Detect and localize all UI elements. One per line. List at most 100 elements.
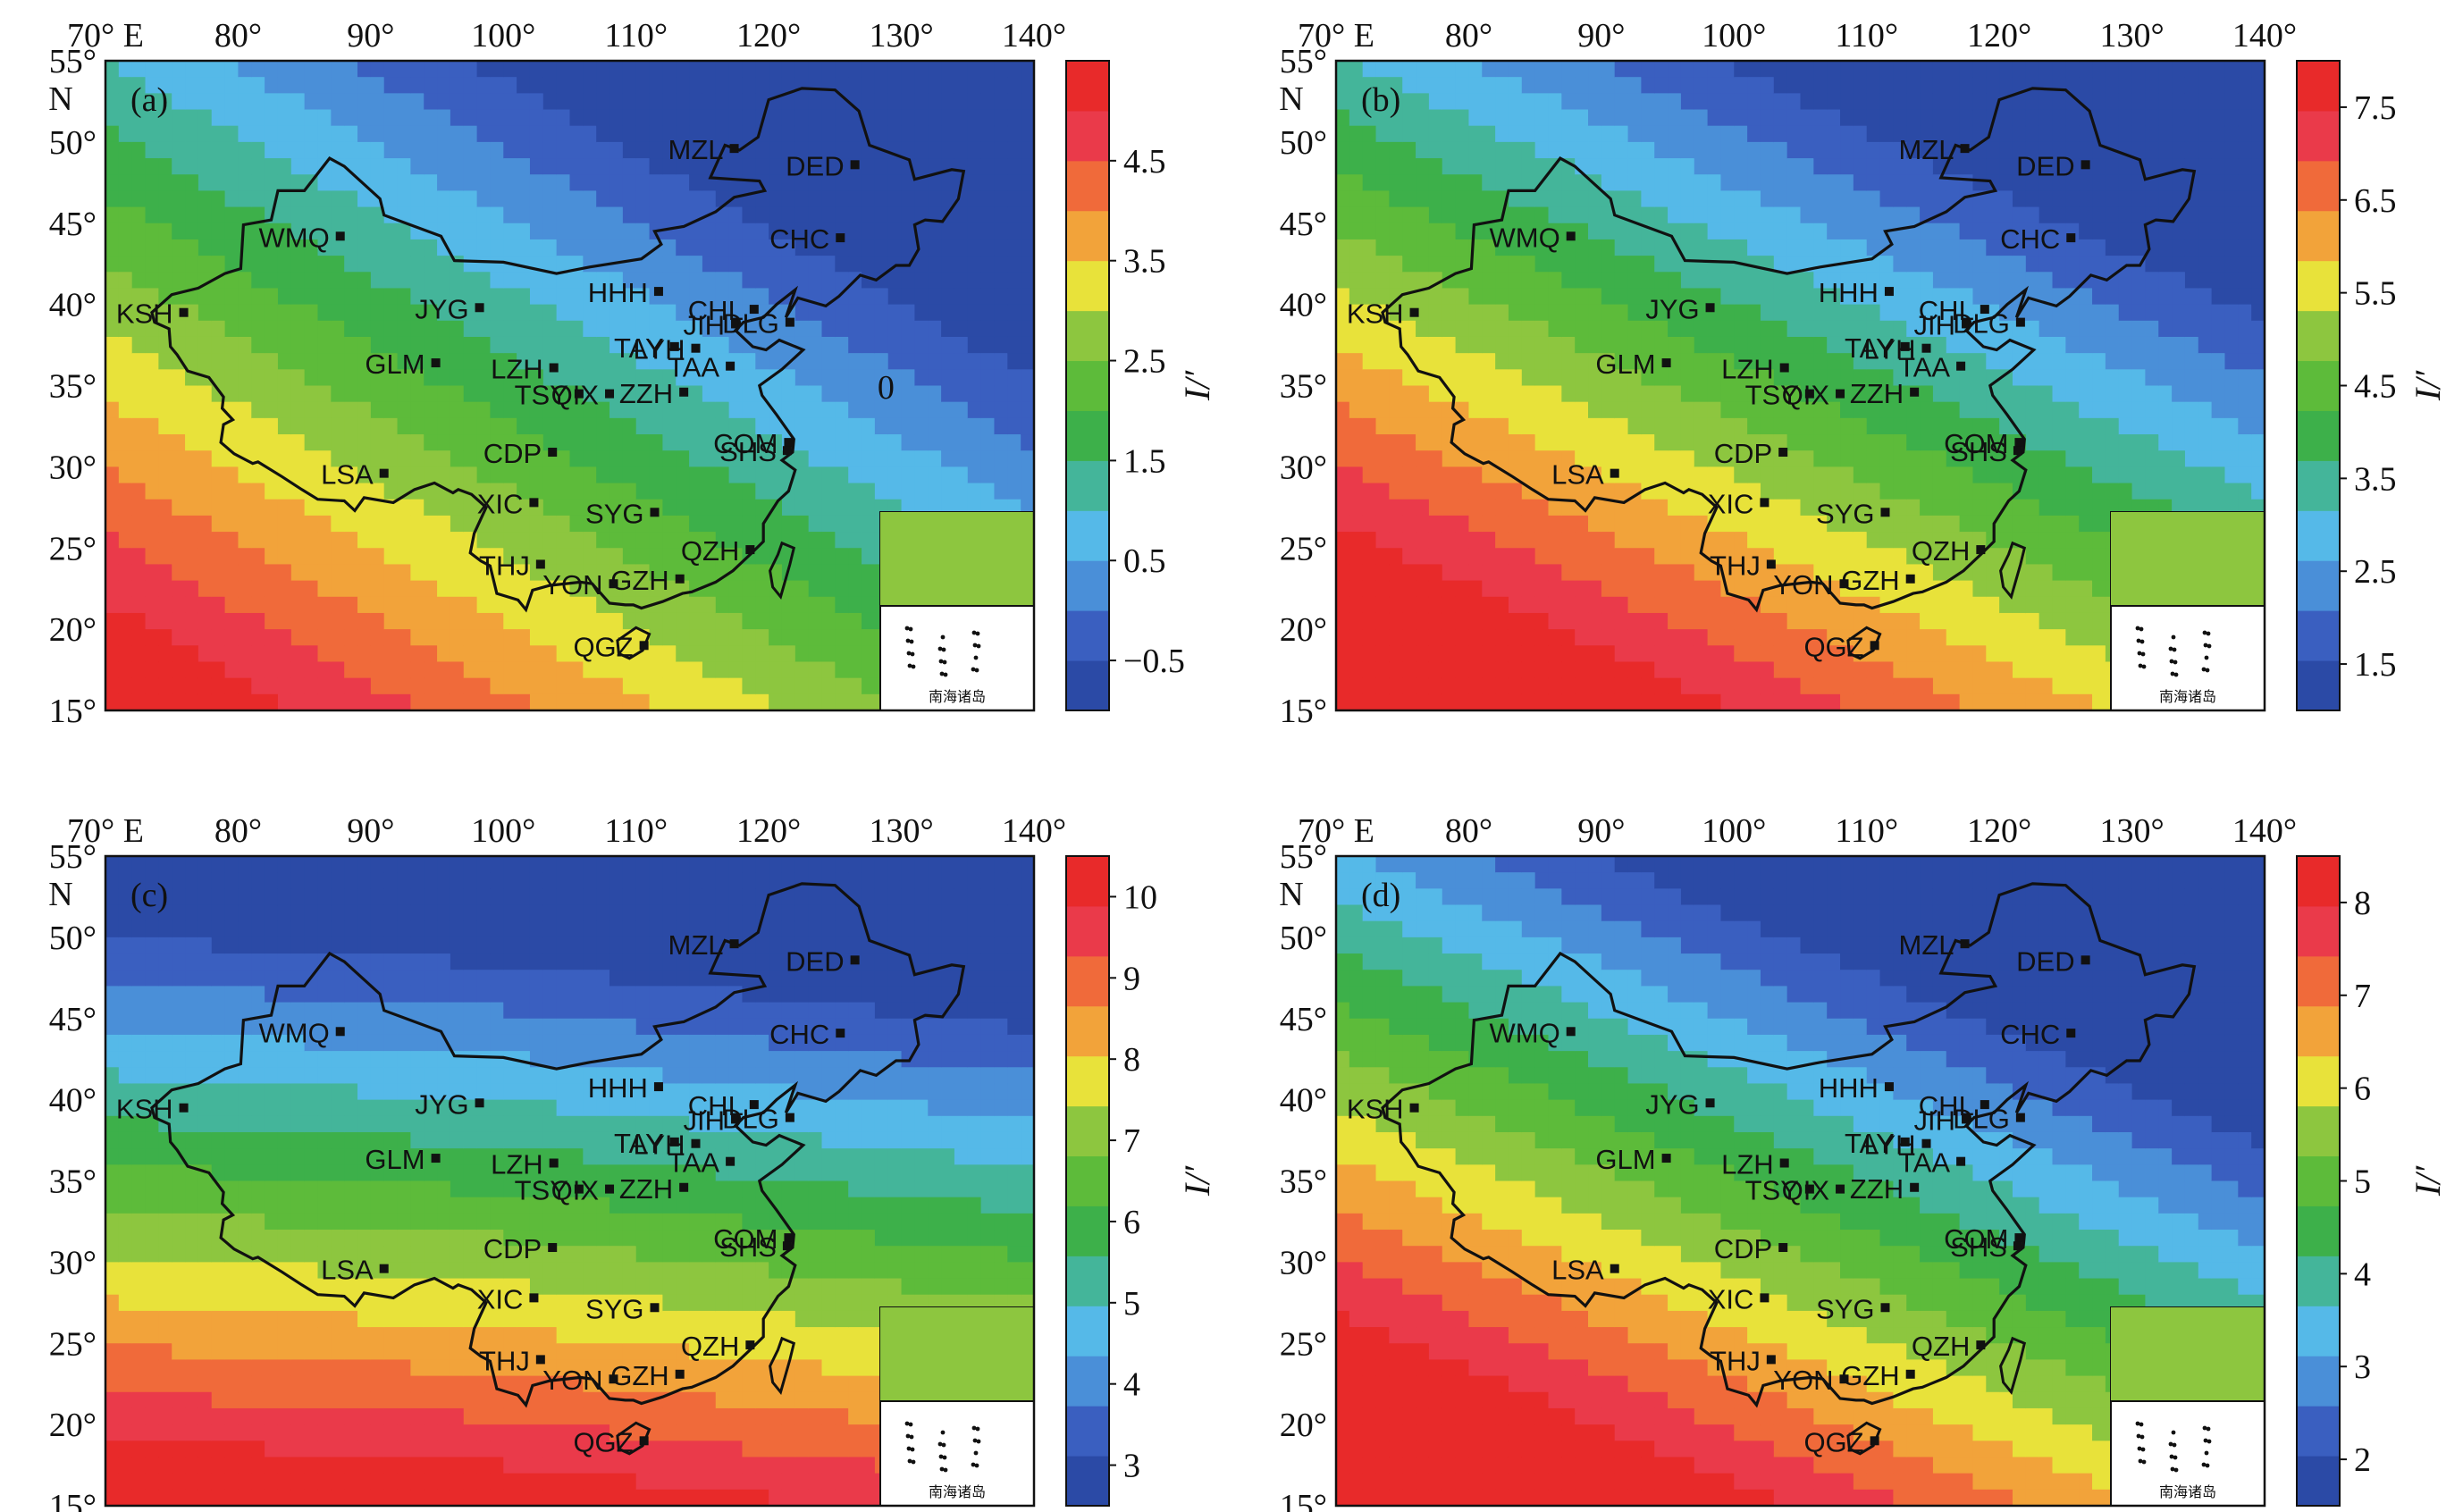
station-label: DLG xyxy=(722,308,779,340)
station-label: LZH xyxy=(491,1149,543,1180)
station-marker xyxy=(731,319,741,329)
station-marker xyxy=(784,438,794,448)
station-marker xyxy=(1900,1137,1910,1147)
station-marker xyxy=(379,1264,389,1273)
station-marker xyxy=(653,1082,663,1092)
station-marker xyxy=(1839,1374,1849,1384)
lat-tick-label: 30° xyxy=(1280,1244,1327,1281)
colorbar-tick-label: 5 xyxy=(2354,1163,2371,1201)
lon-tick-label: 140° xyxy=(1002,17,1066,55)
colorbar: 10 9 8 7 6 5 4 3 I/′ xyxy=(1065,855,1217,1507)
station-marker xyxy=(1976,545,1986,555)
station-label: KSH xyxy=(116,298,173,330)
station-marker xyxy=(1956,1156,1966,1166)
station-label: MZL xyxy=(1899,929,1954,961)
lat-tick-label: 15° xyxy=(1280,1488,1327,1512)
station-label: TAY xyxy=(1845,1128,1895,1159)
station-marker xyxy=(679,387,689,397)
station-label: SHS xyxy=(1950,1231,2007,1263)
station-marker xyxy=(179,307,189,317)
station-label: JYG xyxy=(415,1088,468,1120)
station-label: DLG xyxy=(722,1104,779,1135)
lon-tick-label: 130° xyxy=(869,812,933,850)
colorbar-tick-label: −0.5 xyxy=(1123,643,1185,680)
station-label: TAY xyxy=(614,1128,664,1159)
station-label: XIC xyxy=(477,488,524,519)
station-marker xyxy=(431,1154,441,1163)
station-marker xyxy=(1976,1340,1986,1350)
station-label: MZL xyxy=(668,134,724,165)
station-label: QGZ xyxy=(1803,631,1863,662)
station-label: QZH xyxy=(1912,535,1970,567)
station-marker xyxy=(431,358,441,368)
station-marker xyxy=(691,1138,701,1148)
lon-tick-label: 100° xyxy=(1702,812,1766,850)
station-label: QIX xyxy=(1782,1175,1830,1206)
station-marker xyxy=(1905,1369,1915,1379)
colorbar-title: I/′ xyxy=(2408,370,2448,401)
station-marker xyxy=(1766,559,1776,569)
lon-tick-label: 130° xyxy=(2099,812,2164,850)
station-label: TAA xyxy=(1898,352,1950,383)
station-label: SYG xyxy=(1816,498,1874,529)
station-label: XIC xyxy=(1708,488,1754,519)
colorbar-tick-label: 8 xyxy=(2354,885,2371,922)
lon-tick-label: 70° E xyxy=(67,17,144,55)
taiwan-outline xyxy=(1999,541,2027,600)
station-marker xyxy=(1409,307,1419,317)
station-marker xyxy=(1760,498,1769,508)
lat-tick-label: 40° xyxy=(49,287,97,324)
station-marker xyxy=(639,641,649,651)
lat-tick-label: 25° xyxy=(49,530,97,567)
station-marker xyxy=(1910,1182,1920,1192)
map-panel-4: 南海诸岛 70° E 80° 90° 100° 110° 120° 130° 140° 55° 50… xyxy=(1279,812,2448,1512)
station-label: COM xyxy=(713,1223,778,1255)
station-marker xyxy=(475,1098,484,1108)
station-label: COM xyxy=(1944,1223,2008,1255)
station-label: QGZ xyxy=(573,1426,633,1457)
lat-tick-label: 50° xyxy=(1280,920,1327,957)
station-label: LYH xyxy=(633,334,685,365)
colorbar-tick-label: 4 xyxy=(2354,1256,2371,1293)
lat-tick-label: 15° xyxy=(1280,693,1327,730)
station-marker xyxy=(639,1436,649,1446)
colorbar-tick-label: 4 xyxy=(1123,1366,1140,1404)
station-label: WMQ xyxy=(1490,222,1560,253)
lat-tick-label: 50° xyxy=(49,124,97,162)
station-label: CHC xyxy=(2000,1019,2060,1050)
panel-label: (a) xyxy=(130,81,168,119)
station-marker xyxy=(679,1182,689,1192)
colorbar-tick-label: 6 xyxy=(2354,1071,2371,1108)
station-marker xyxy=(782,446,792,456)
lat-tick-label: 25° xyxy=(49,1325,97,1363)
station-marker xyxy=(850,955,860,965)
station-label: JIH xyxy=(1914,1105,1956,1136)
station-marker xyxy=(2081,955,2090,965)
station-marker xyxy=(2015,317,2025,327)
station-label: SHS xyxy=(1950,436,2007,467)
country-border xyxy=(1381,882,2197,1408)
station-marker xyxy=(726,361,736,371)
station-marker xyxy=(1766,1355,1776,1365)
station-marker xyxy=(650,1303,660,1313)
station-marker xyxy=(1804,1184,1814,1194)
station-marker xyxy=(2014,438,2024,448)
station-label: TAY xyxy=(614,332,664,364)
station-marker xyxy=(675,1369,685,1379)
station-label: TAY xyxy=(1845,332,1895,364)
lat-tick-label: 20° xyxy=(49,611,97,649)
station-marker xyxy=(729,144,739,154)
colorbar-tick-label: 0.5 xyxy=(1123,542,1166,580)
map-panel-2: 南海诸岛 70° E 80° 90° 100° 110° 120° 130° 140° 55° 50… xyxy=(1279,17,2448,730)
station-label: HHH xyxy=(588,1072,648,1104)
lon-tick-label: 110° xyxy=(1835,812,1898,850)
station-label: MZL xyxy=(668,929,724,961)
station-label: QIX xyxy=(551,380,600,411)
map-frame xyxy=(1334,854,2266,1508)
station-marker xyxy=(749,1100,759,1110)
station-label: WMQ xyxy=(259,1017,330,1048)
station-label: LSA xyxy=(1551,459,1604,491)
station-marker xyxy=(1778,448,1788,458)
station-label: ZZH xyxy=(1850,1173,1904,1205)
